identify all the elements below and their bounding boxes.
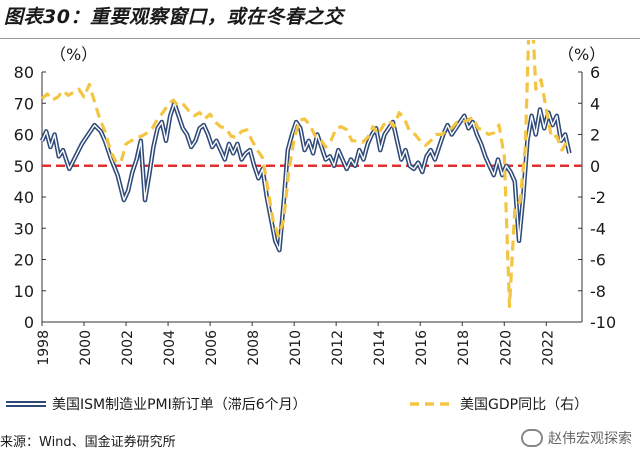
x-tick-label: 2010: [288, 330, 304, 366]
right-tick-label: 2: [590, 126, 600, 145]
x-tick-label: 2020: [498, 330, 514, 366]
right-tick-label: -10: [590, 313, 616, 332]
left-tick-label: 40: [14, 188, 34, 207]
left-unit-label: （%）: [50, 45, 97, 64]
right-tick-label: 6: [590, 63, 600, 82]
title-divider: [0, 38, 640, 39]
axes-layer: [41, 71, 583, 326]
source-note: 来源：Wind、国金证券研究所: [0, 435, 176, 450]
wechat-icon: [521, 429, 543, 447]
right-tick-label: 4: [590, 94, 600, 113]
x-tick-label: 2016: [414, 330, 430, 366]
left-tick-label: 80: [14, 63, 34, 82]
left-tick-label: 70: [14, 94, 34, 113]
watermark-text: 赵伟宏观探索: [548, 431, 632, 447]
x-tick-label: 2014: [372, 330, 388, 366]
x-tick-label: 1998: [36, 330, 52, 366]
series-line-pmi-inner: [41, 102, 571, 251]
right-unit-label: （%）: [558, 45, 605, 64]
x-tick-label: 2018: [456, 330, 472, 366]
right-tick-label: -8: [590, 282, 606, 301]
left-tick-label: 20: [14, 251, 34, 270]
right-tick-label: -6: [590, 251, 606, 270]
left-tick-label: 30: [14, 219, 34, 238]
legend-item-pmi: 美国ISM制造业PMI新订单（滞后6个月）: [6, 394, 307, 414]
chart-title: 图表30：重要观察窗口，或在冬春之交: [4, 6, 344, 28]
legend: 美国ISM制造业PMI新订单（滞后6个月） 美国GDP同比（右）: [0, 392, 640, 418]
x-tick-label: 2006: [204, 330, 220, 366]
x-tick-label: 2000: [78, 330, 94, 366]
right-tick-label: 0: [590, 157, 600, 176]
legend-label-pmi: 美国ISM制造业PMI新订单（滞后6个月）: [52, 397, 307, 413]
left-tick-label: 50: [14, 157, 34, 176]
x-tick-label: 2004: [162, 330, 178, 366]
labels-layer: 0 10 20 30 40 50 60 70 80 -10 -8 -6 -4 -2 0 2 4 6 1998 2000…: [14, 45, 617, 366]
right-tick-label: -2: [590, 188, 606, 207]
x-tick-label: 2008: [246, 330, 262, 366]
series-layer: [39, 40, 582, 308]
x-tick-label: 2012: [330, 330, 346, 366]
x-tick-label: 2022: [540, 330, 556, 366]
left-tick-label: 10: [14, 282, 34, 301]
series-line-gdp: [40, 40, 569, 308]
x-tick-label: 2002: [120, 330, 136, 366]
line-chart: 0 10 20 30 40 50 60 70 80 -10 -8 -6 -4 -2 0 2 4 6 1998 2000…: [14, 40, 617, 366]
series-line-pmi-outer: [39, 101, 572, 253]
left-tick-label: 60: [14, 126, 34, 145]
watermark: 赵伟宏观探索: [521, 428, 632, 448]
left-tick-label: 0: [24, 313, 34, 332]
legend-item-gdp: 美国GDP同比（右）: [410, 394, 588, 414]
legend-label-gdp: 美国GDP同比（右）: [460, 397, 589, 413]
right-tick-label: -4: [590, 219, 606, 238]
legend-swatch-pmi: [6, 401, 46, 407]
legend-swatch-gdp: [410, 402, 454, 406]
